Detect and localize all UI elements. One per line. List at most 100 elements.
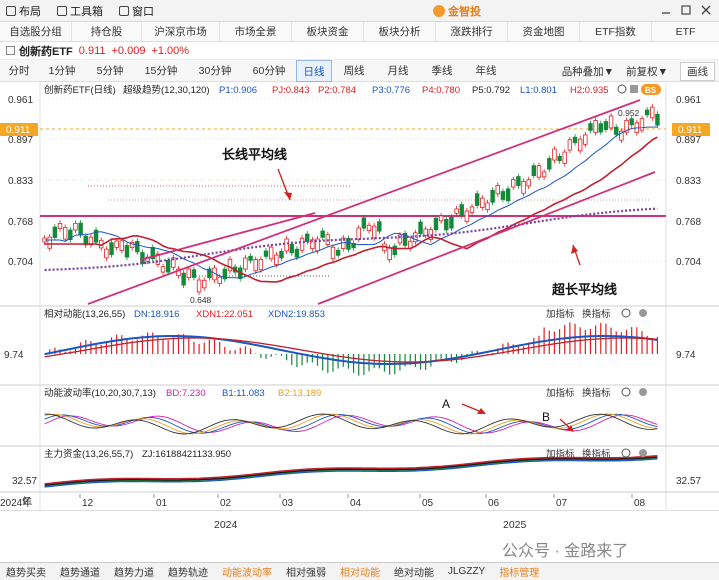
chart-area[interactable]: 创新药ETF(日线) 超级趋势(12,30,120) P1:0.906 PJ:0…	[0, 82, 719, 510]
period-tab[interactable]: 周线	[343, 64, 365, 77]
watermark: 公众号 · 金路来了	[502, 543, 629, 560]
tab-market[interactable]: 沪深京市场	[142, 22, 220, 42]
gear-icon[interactable]	[617, 84, 627, 94]
close-panel-icon[interactable]	[639, 449, 647, 457]
logo-icon	[433, 5, 445, 17]
current-price-tag-left	[0, 123, 38, 136]
candle-body	[469, 206, 475, 213]
period-right-tools: 品种叠加▼ 前复权▼ 画线	[562, 60, 719, 82]
period-tab[interactable]: 分时	[8, 64, 30, 77]
gear-icon[interactable]	[621, 308, 631, 318]
volatility-line	[44, 413, 658, 435]
candle-body	[284, 238, 289, 252]
tab-ranking[interactable]: 涨跌排行	[436, 22, 508, 42]
btab[interactable]: 趋势买卖	[6, 568, 46, 579]
candle-body	[464, 210, 470, 222]
minimize-icon[interactable]	[659, 3, 673, 17]
tab-fund-map[interactable]: 资金地图	[508, 22, 580, 42]
tab-sector-analysis[interactable]: 板块分析	[364, 22, 436, 42]
candle-body	[330, 246, 336, 260]
candle-body	[52, 226, 58, 238]
btab-active[interactable]: 动能波动率	[222, 568, 272, 579]
minimize-panel-icon[interactable]	[630, 85, 638, 93]
tab-sector-funds[interactable]: 板块资金	[292, 22, 364, 42]
instrument-change: +0.009	[111, 44, 146, 57]
capital-flow-line	[44, 458, 658, 488]
annotation-long-ma: 长线平均线	[222, 147, 287, 162]
close-panel-icon[interactable]	[639, 309, 647, 317]
candle-body	[47, 236, 52, 249]
maximize-icon[interactable]	[679, 3, 693, 17]
period-tab[interactable]: 月线	[387, 64, 409, 77]
price-tick-left: 0.768	[8, 217, 33, 228]
panel3-add-indicator[interactable]: 加指标	[546, 387, 575, 399]
window-controls	[653, 3, 713, 17]
candle-body	[299, 237, 305, 251]
candle-body	[62, 227, 68, 240]
tab-etf[interactable]: ETF	[675, 26, 696, 38]
candle-body	[243, 257, 248, 270]
btab-highlight[interactable]: 相对动能	[340, 568, 380, 579]
menu-toolbox[interactable]: 工具箱	[57, 3, 103, 19]
menu-window[interactable]: 窗口	[119, 3, 154, 19]
menu-layout[interactable]: 布局	[6, 3, 41, 19]
close-panel-icon[interactable]	[639, 388, 647, 396]
candle-body	[377, 221, 382, 232]
candle-body	[603, 121, 609, 130]
panel4-zj: ZJ:16188421133.950	[142, 449, 231, 460]
candle-body	[104, 248, 109, 259]
period-tab[interactable]: 年线	[475, 64, 497, 77]
period-tab[interactable]: 5分钟	[96, 64, 124, 77]
overlay-dropdown[interactable]: 品种叠加▼	[561, 65, 615, 78]
candle-body	[655, 113, 660, 126]
candle-body	[536, 165, 542, 178]
btab[interactable]: 趋势轨迹	[168, 568, 208, 579]
tab-holdings[interactable]: 持仓股	[72, 22, 142, 42]
kline-chart-svg[interactable]: 创新药ETF(日线) 超级趋势(12,30,120) P1:0.906 PJ:0…	[0, 82, 719, 510]
capital-flow-line	[44, 456, 658, 487]
candle-body	[191, 269, 197, 278]
low-label: 0.648	[190, 295, 212, 305]
panel2-xdn1: XDN1:22.051	[196, 309, 253, 320]
panel4-tick-left: 32.57	[12, 476, 37, 487]
period-tab-active[interactable]: 日线	[296, 59, 332, 82]
period-tabs: 分时 1分钟 5分钟 15分钟 30分钟 60分钟 日线 周线 月线 季线 年线…	[0, 59, 719, 82]
btab[interactable]: 趋势力道	[114, 568, 154, 579]
btab[interactable]: 趋势通道	[60, 568, 100, 579]
panel3-swap-indicator[interactable]: 换指标	[582, 387, 611, 399]
tab-watchlist[interactable]: 自选股分组	[0, 22, 72, 42]
btab-manage[interactable]: 指标管理	[499, 568, 540, 579]
tab-overview[interactable]: 市场全景	[220, 22, 292, 42]
btab[interactable]: 相对强弱	[286, 568, 326, 579]
upper-trend-line	[87, 99, 641, 305]
candle-body	[433, 217, 439, 231]
gear-icon[interactable]	[621, 387, 631, 397]
panel2-dn: DN:18.916	[134, 309, 179, 320]
candle-body	[650, 106, 655, 119]
tab-etf-index[interactable]: ETF指数	[580, 22, 652, 42]
toolbox-icon	[57, 5, 67, 16]
period-tab[interactable]: 15分钟	[144, 64, 178, 77]
current-price-tag-right	[672, 123, 710, 136]
gear-icon[interactable]	[621, 448, 631, 458]
period-tab[interactable]: 30分钟	[198, 64, 232, 77]
close-icon[interactable]	[699, 3, 713, 17]
panel2-swap-indicator[interactable]: 换指标	[582, 308, 611, 320]
instrument-checkbox[interactable]	[6, 46, 15, 55]
period-tab[interactable]: 季线	[431, 64, 453, 77]
period-tab[interactable]: 1分钟	[48, 64, 76, 77]
btab[interactable]: 绝对动能	[394, 568, 434, 579]
candle-body	[474, 193, 480, 206]
panel2-add-indicator[interactable]: 加指标	[546, 308, 575, 320]
candle-body	[608, 115, 614, 129]
p1-value: P1:0.906	[219, 85, 257, 96]
period-tab[interactable]: 60分钟	[252, 64, 286, 77]
candle-body	[320, 230, 325, 238]
adjust-dropdown[interactable]: 前复权▼	[626, 65, 668, 78]
x-axis-label: 2024年	[0, 496, 32, 509]
btab[interactable]: JLGZZY	[448, 566, 486, 577]
candle-body	[356, 227, 361, 240]
draw-button[interactable]: 画线	[680, 61, 715, 81]
moving-average-line	[44, 126, 658, 279]
bs-badge[interactable]	[641, 84, 661, 95]
